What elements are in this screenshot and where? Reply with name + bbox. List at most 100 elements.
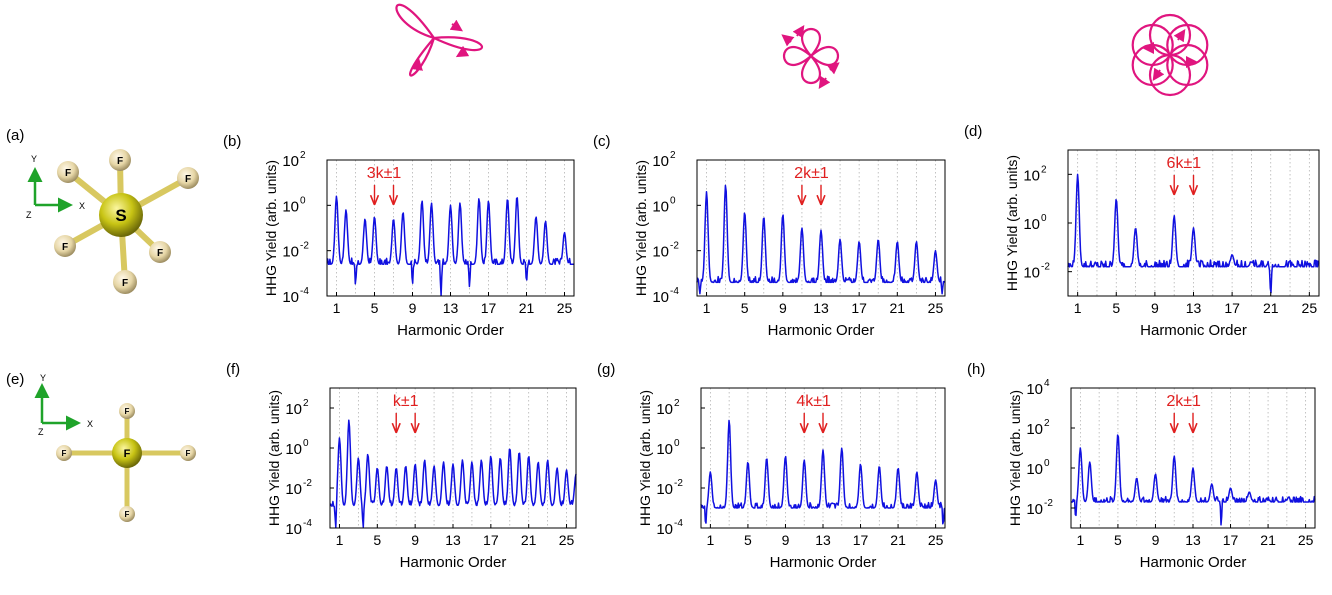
y-tick-exponent: -2: [674, 478, 683, 489]
central-atom-label-top: S: [115, 206, 126, 225]
x-tick-label: 9: [409, 300, 417, 316]
central-atom-bottom: [112, 438, 142, 468]
panel-label-a: (a): [6, 127, 24, 144]
fourfold-field-icon: [781, 25, 840, 89]
ligand-label: F: [157, 248, 163, 259]
ligand-label: F: [62, 449, 67, 458]
y-tick-exponent: -2: [300, 241, 309, 252]
y-tick-label: 10: [282, 198, 299, 215]
y-axis-label: HHG Yield (arb. units): [263, 160, 279, 296]
molecule-top-diagram: Y X Z S F F F F F F: [26, 149, 199, 294]
y-tick-label: 10: [282, 244, 299, 261]
fluorine-atoms-top: F F F F F F: [54, 149, 199, 294]
spectrum-line: [696, 184, 946, 295]
x-tick-label: 21: [890, 300, 906, 316]
y-axis-label: HHG Yield (arb. units): [637, 390, 653, 526]
x-tick-label: 1: [703, 300, 711, 316]
y-tick-exponent: 0: [303, 438, 309, 449]
x-axis-label: Harmonic Order: [1140, 554, 1247, 571]
spectrum-line: [1070, 434, 1316, 526]
y-tick-label: 10: [1026, 501, 1043, 518]
y-tick-exponent: -2: [1041, 262, 1050, 273]
x-tick-label: 17: [483, 532, 499, 548]
axis-z-label-top: Z: [26, 210, 32, 220]
ligand-label: F: [117, 156, 123, 167]
x-tick-label: 17: [1223, 532, 1239, 548]
x-tick-label: 13: [1185, 532, 1201, 548]
y-tick-label: 10: [285, 401, 302, 418]
x-tick-label: 13: [1186, 300, 1202, 316]
x-tick-label: 21: [890, 532, 906, 548]
ligand-label: F: [125, 510, 130, 519]
y-tick-exponent: -4: [303, 518, 312, 529]
spectrum-line: [1067, 173, 1320, 294]
ligand-label: F: [65, 168, 71, 179]
x-tick-label: 21: [1260, 532, 1276, 548]
y-axis-label: HHG Yield (arb. units): [266, 390, 282, 526]
x-tick-label: 25: [928, 300, 944, 316]
x-axis-label: Harmonic Order: [400, 554, 507, 571]
x-tick-label: 9: [1152, 532, 1160, 548]
x-tick-label: 1: [706, 532, 714, 548]
axis-x-label-bottom: X: [87, 419, 93, 429]
x-tick-label: 17: [481, 300, 497, 316]
y-tick-label: 10: [1026, 461, 1043, 478]
x-axis-label: Harmonic Order: [768, 322, 875, 339]
spectrum-line: [326, 195, 575, 297]
harmonic-selection-annotation: 3k±1: [367, 165, 402, 182]
panel-label: (f): [226, 361, 240, 378]
y-tick-exponent: 0: [670, 195, 676, 206]
panel-label: (h): [967, 361, 985, 378]
x-tick-label: 13: [813, 300, 829, 316]
harmonic-selection-annotation: 6k±1: [1167, 155, 1202, 172]
x-tick-label: 25: [559, 532, 575, 548]
x-tick-label: 9: [1151, 300, 1159, 316]
y-tick-exponent: -2: [303, 478, 312, 489]
y-tick-exponent: -2: [1044, 498, 1053, 509]
ligand-label: F: [186, 449, 191, 458]
y-tick-exponent: 2: [1041, 164, 1047, 175]
x-tick-label: 13: [443, 300, 459, 316]
central-atom-label-bottom: F: [124, 448, 131, 460]
x-tick-label: 21: [521, 532, 537, 548]
x-tick-label: 9: [411, 532, 419, 548]
panel-label-e: (e): [6, 371, 24, 388]
y-tick-exponent: 2: [1044, 418, 1050, 429]
y-tick-exponent: -4: [674, 518, 683, 529]
y-tick-label: 10: [656, 401, 673, 418]
y-axis-label: HHG Yield (arb. units): [1004, 155, 1020, 291]
y-tick-exponent: 2: [303, 398, 309, 409]
y-tick-label: 10: [1023, 265, 1040, 282]
x-tick-label: 21: [1263, 300, 1279, 316]
x-tick-label: 17: [853, 532, 869, 548]
x-tick-label: 25: [928, 532, 944, 548]
y-tick-label: 10: [652, 153, 669, 170]
ligand-label: F: [122, 278, 128, 289]
x-tick-label: 21: [519, 300, 535, 316]
harmonic-selection-annotation: 2k±1: [794, 165, 829, 182]
y-tick-label: 10: [656, 441, 673, 458]
y-tick-label: 10: [656, 481, 673, 498]
y-tick-exponent: 0: [674, 438, 680, 449]
y-tick-exponent: 0: [300, 195, 306, 206]
panel-label: (g): [597, 361, 615, 378]
axis-z-label-bottom: Z: [38, 427, 44, 437]
y-tick-exponent: -2: [670, 241, 679, 252]
y-axis-label: HHG Yield (arb. units): [633, 160, 649, 296]
axis-y-label-bottom: Y: [40, 373, 46, 383]
trefoil-field-icon: [395, 3, 484, 77]
x-tick-label: 25: [1298, 532, 1314, 548]
x-tick-label: 9: [782, 532, 790, 548]
sulfur-atom: [99, 193, 143, 237]
x-axis-label: Harmonic Order: [397, 322, 504, 339]
ligand-label: F: [62, 242, 68, 253]
y-tick-label: 10: [1023, 216, 1040, 233]
spectrum-line: [329, 419, 577, 529]
molecule-bottom-diagram: Y X Z F F F F F: [34, 373, 196, 522]
x-tick-label: 1: [1074, 300, 1082, 316]
y-tick-label: 10: [1026, 421, 1043, 438]
x-tick-label: 5: [373, 532, 381, 548]
